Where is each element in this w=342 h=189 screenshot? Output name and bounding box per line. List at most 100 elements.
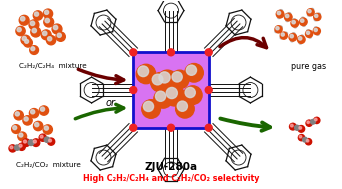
Circle shape bbox=[294, 125, 300, 130]
Circle shape bbox=[205, 49, 212, 56]
Circle shape bbox=[185, 64, 203, 82]
Circle shape bbox=[14, 145, 20, 150]
Circle shape bbox=[313, 27, 320, 35]
Circle shape bbox=[168, 49, 174, 56]
Circle shape bbox=[299, 127, 302, 129]
Circle shape bbox=[44, 10, 49, 14]
Circle shape bbox=[290, 124, 293, 127]
Circle shape bbox=[156, 91, 166, 101]
Text: High C₂H₂/C₂H₄ and C₂H₂/CO₂ selectivity: High C₂H₂/C₂H₄ and C₂H₂/CO₂ selectivity bbox=[83, 174, 259, 183]
Circle shape bbox=[30, 21, 35, 26]
Circle shape bbox=[16, 26, 25, 36]
Circle shape bbox=[142, 100, 160, 118]
Circle shape bbox=[299, 41, 302, 44]
Circle shape bbox=[314, 27, 317, 29]
Circle shape bbox=[18, 143, 25, 150]
Circle shape bbox=[298, 125, 305, 132]
Circle shape bbox=[29, 108, 39, 118]
Circle shape bbox=[12, 125, 21, 133]
Circle shape bbox=[291, 19, 299, 27]
Circle shape bbox=[315, 14, 318, 18]
Circle shape bbox=[294, 25, 297, 28]
Circle shape bbox=[307, 30, 310, 32]
Circle shape bbox=[53, 25, 58, 30]
Circle shape bbox=[277, 11, 281, 15]
Circle shape bbox=[41, 30, 51, 40]
Text: or: or bbox=[105, 98, 116, 108]
Circle shape bbox=[184, 86, 202, 104]
Circle shape bbox=[150, 73, 170, 92]
Circle shape bbox=[292, 33, 295, 36]
Circle shape bbox=[291, 39, 293, 42]
Circle shape bbox=[290, 123, 296, 130]
Circle shape bbox=[314, 117, 320, 124]
Circle shape bbox=[172, 72, 182, 82]
Circle shape bbox=[311, 8, 314, 11]
Circle shape bbox=[307, 13, 310, 16]
Circle shape bbox=[307, 9, 314, 16]
Circle shape bbox=[157, 70, 177, 90]
Circle shape bbox=[316, 33, 319, 35]
Circle shape bbox=[19, 144, 22, 147]
Circle shape bbox=[314, 28, 317, 32]
Circle shape bbox=[166, 88, 177, 99]
Circle shape bbox=[152, 74, 163, 85]
Circle shape bbox=[130, 124, 137, 131]
Circle shape bbox=[17, 28, 21, 32]
Circle shape bbox=[165, 86, 185, 106]
Circle shape bbox=[289, 33, 297, 41]
Circle shape bbox=[311, 119, 315, 124]
Circle shape bbox=[176, 99, 194, 118]
Circle shape bbox=[305, 30, 313, 37]
Circle shape bbox=[138, 66, 149, 77]
Circle shape bbox=[301, 35, 304, 38]
Circle shape bbox=[43, 9, 53, 18]
Circle shape bbox=[52, 24, 62, 34]
Circle shape bbox=[307, 121, 310, 123]
Circle shape bbox=[24, 117, 28, 121]
Circle shape bbox=[276, 27, 279, 30]
Circle shape bbox=[154, 90, 172, 108]
Circle shape bbox=[299, 136, 302, 138]
Circle shape bbox=[290, 34, 293, 38]
Circle shape bbox=[280, 36, 283, 39]
Circle shape bbox=[23, 116, 32, 125]
Circle shape bbox=[29, 20, 39, 30]
Circle shape bbox=[39, 134, 46, 141]
Circle shape bbox=[13, 126, 17, 130]
Circle shape bbox=[19, 15, 29, 25]
Circle shape bbox=[14, 111, 23, 120]
Circle shape bbox=[136, 64, 156, 84]
Circle shape bbox=[309, 35, 312, 38]
Circle shape bbox=[31, 27, 41, 37]
Circle shape bbox=[205, 124, 212, 131]
Circle shape bbox=[48, 37, 52, 41]
Circle shape bbox=[143, 101, 154, 112]
Circle shape bbox=[308, 10, 311, 13]
Circle shape bbox=[168, 124, 174, 131]
Circle shape bbox=[205, 87, 212, 94]
Circle shape bbox=[302, 23, 305, 26]
Circle shape bbox=[9, 145, 16, 152]
Circle shape bbox=[24, 38, 32, 47]
Circle shape bbox=[33, 140, 36, 143]
Circle shape bbox=[18, 132, 27, 141]
Circle shape bbox=[34, 121, 43, 131]
Circle shape bbox=[35, 122, 39, 127]
Circle shape bbox=[306, 31, 310, 34]
Circle shape bbox=[299, 37, 302, 40]
Circle shape bbox=[40, 107, 44, 111]
Circle shape bbox=[305, 139, 312, 145]
Circle shape bbox=[28, 140, 34, 146]
Circle shape bbox=[56, 32, 65, 41]
Circle shape bbox=[314, 13, 321, 21]
Circle shape bbox=[279, 26, 282, 29]
Circle shape bbox=[293, 19, 295, 22]
Circle shape bbox=[298, 36, 305, 43]
Circle shape bbox=[48, 138, 55, 145]
Circle shape bbox=[185, 87, 195, 98]
Circle shape bbox=[280, 10, 282, 12]
Circle shape bbox=[286, 14, 289, 18]
Circle shape bbox=[21, 17, 25, 21]
Circle shape bbox=[286, 19, 289, 22]
